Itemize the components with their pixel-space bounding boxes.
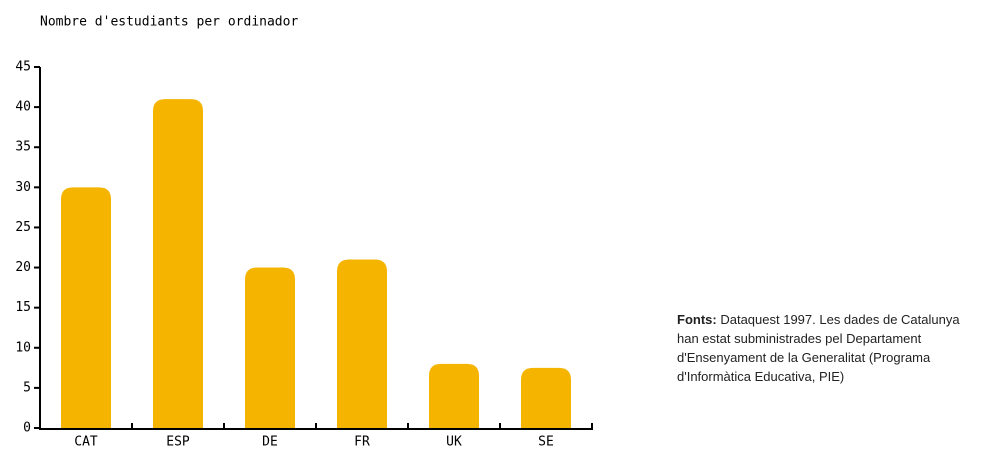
bar (61, 187, 111, 428)
note-text: Dataquest 1997. Les dades de Catalunya h… (677, 312, 960, 384)
bar (245, 267, 295, 428)
bar (429, 363, 479, 428)
y-tick-label: 0 (23, 421, 31, 436)
y-tick-label: 40 (15, 100, 31, 115)
y-tick-label: 45 (15, 60, 31, 75)
source-note: Fonts: Dataquest 1997. Les dades de Cata… (677, 310, 977, 386)
y-tick-label: 25 (15, 220, 31, 235)
note-label: Fonts: (677, 312, 717, 327)
y-tick-label: 10 (15, 340, 31, 355)
x-tick-label: SE (538, 435, 554, 450)
y-tick-label: 30 (15, 180, 31, 195)
y-tick-label: 15 (15, 300, 31, 315)
x-tick-label: FR (354, 435, 370, 450)
y-tick-label: 20 (15, 260, 31, 275)
x-tick-label: UK (446, 435, 462, 450)
y-tick-label: 35 (15, 140, 31, 155)
x-tick-label: DE (262, 435, 278, 450)
y-tick-label: 5 (23, 380, 31, 395)
x-tick-label: CAT (74, 435, 98, 450)
bar (153, 99, 203, 428)
bar (521, 367, 571, 428)
chart-title: Nombre d'estudiants per ordinador (40, 15, 298, 30)
bar (337, 259, 387, 428)
x-tick-label: ESP (166, 435, 190, 450)
